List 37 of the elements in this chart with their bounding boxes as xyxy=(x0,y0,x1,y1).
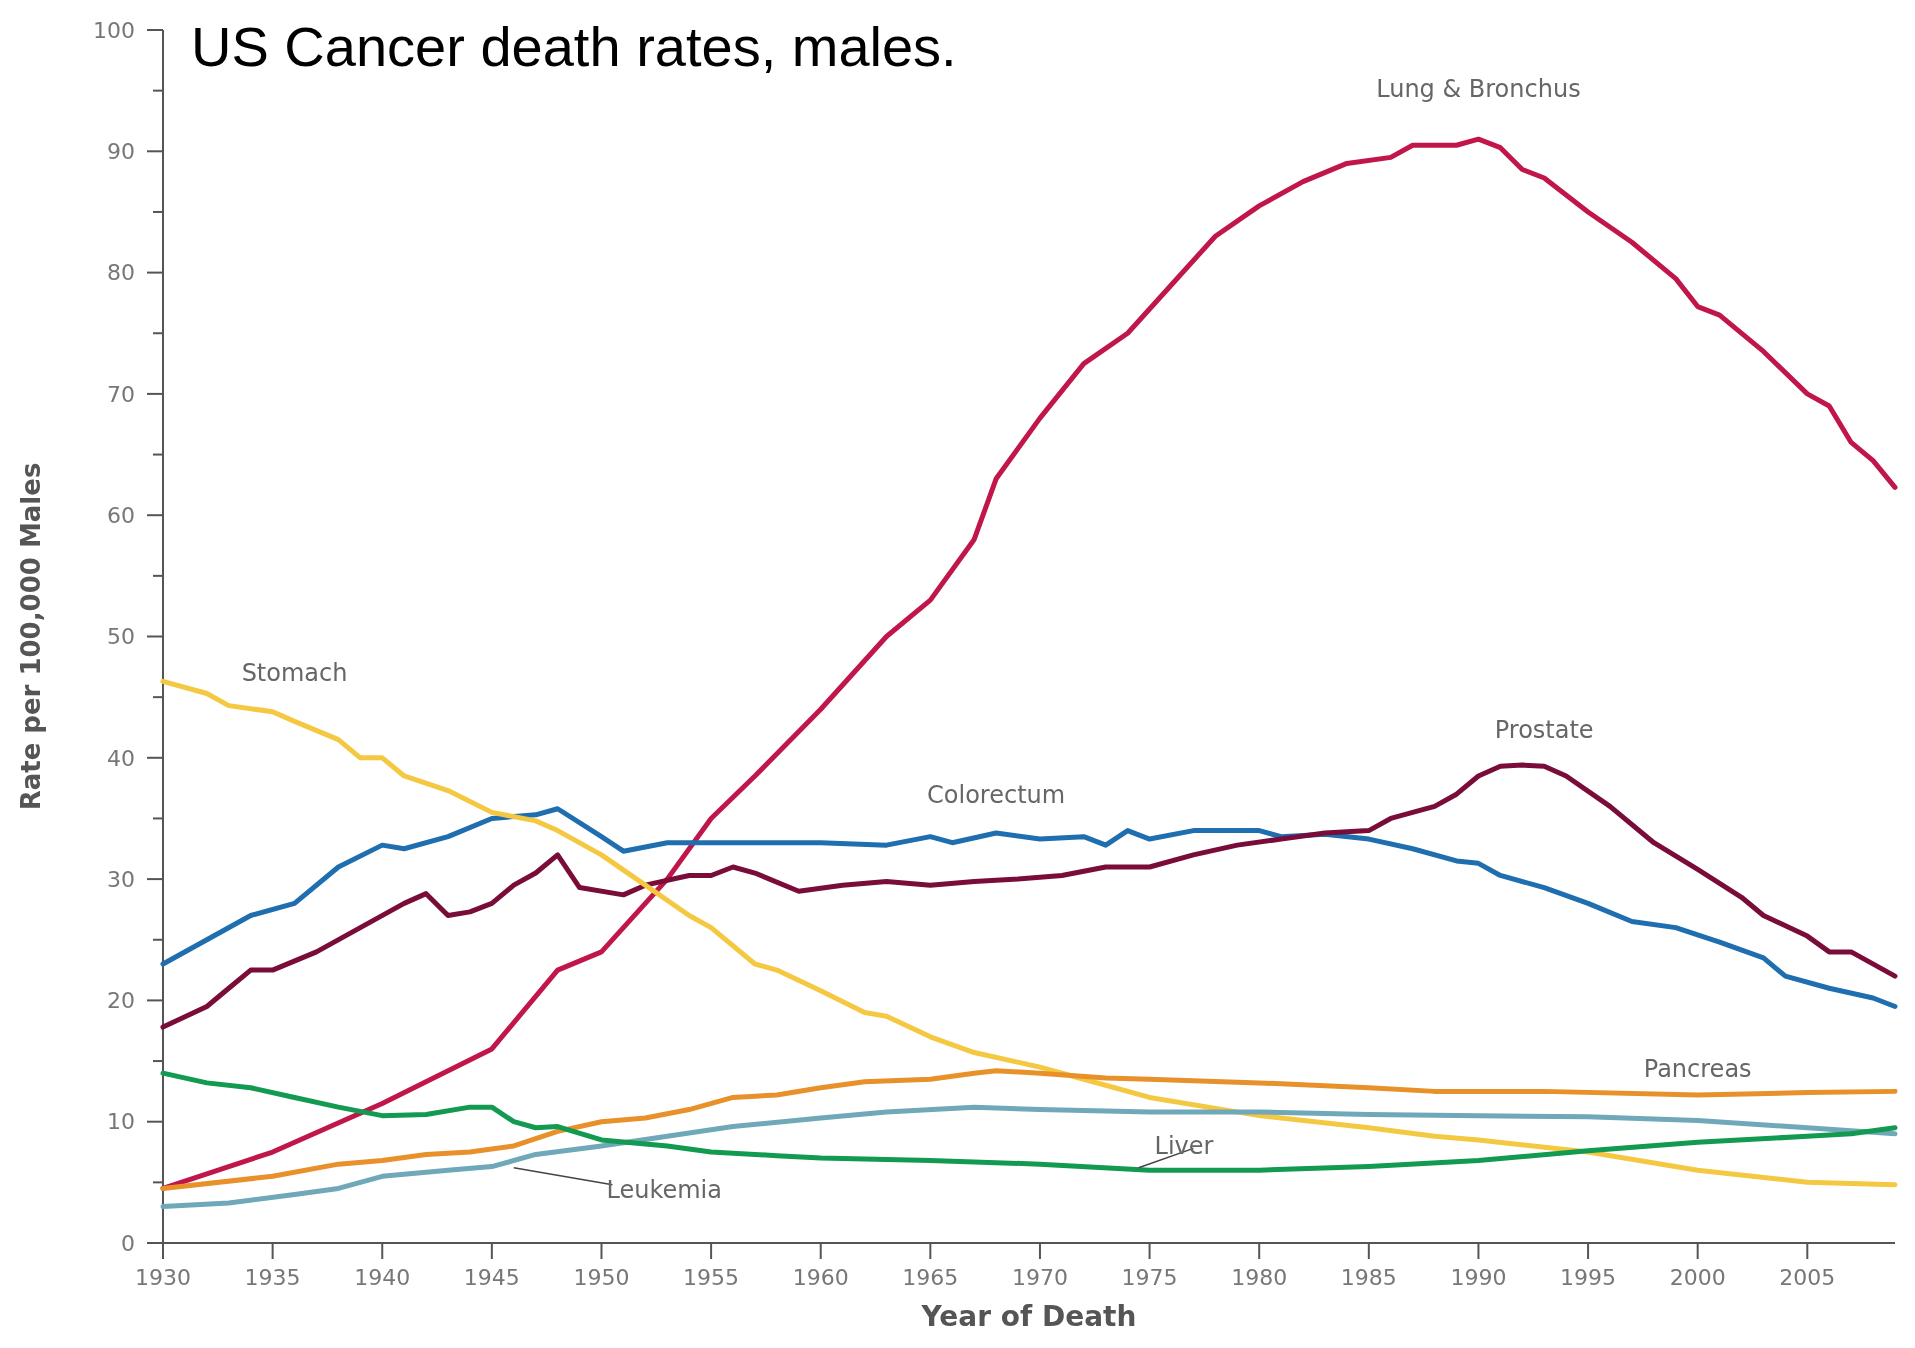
y-tick-label: 60 xyxy=(107,502,135,528)
series-label: Leukemia xyxy=(606,1176,722,1205)
y-tick-label: 30 xyxy=(107,866,135,892)
x-axis-title: Year of Death xyxy=(920,1300,1137,1333)
series-label: Colorectum xyxy=(927,780,1066,809)
series-label: Stomach xyxy=(241,659,348,688)
x-tick-label: 1970 xyxy=(1011,1265,1068,1290)
y-tick-label: 40 xyxy=(107,745,135,771)
x-tick-label: 1980 xyxy=(1231,1265,1288,1290)
x-tick-label: 1945 xyxy=(463,1265,520,1290)
x-tick-label: 1985 xyxy=(1340,1265,1397,1290)
x-tick-label: 1940 xyxy=(354,1265,411,1290)
x-tick-label: 1990 xyxy=(1450,1265,1507,1290)
x-tick-label: 1965 xyxy=(902,1265,959,1290)
x-tick-label: 1975 xyxy=(1121,1265,1178,1290)
x-tick-label: 1955 xyxy=(683,1265,740,1290)
x-tick-label: 1930 xyxy=(135,1265,191,1290)
x-tick-label: 2005 xyxy=(1779,1265,1836,1290)
x-tick-label: 1950 xyxy=(573,1265,630,1290)
y-tick-label: 20 xyxy=(107,988,135,1014)
y-tick-label: 100 xyxy=(93,17,135,43)
series-label: Pancreas xyxy=(1643,1054,1752,1083)
y-tick-label: 80 xyxy=(107,260,135,286)
series-label: Prostate xyxy=(1494,716,1594,745)
x-tick-label: 1995 xyxy=(1560,1265,1617,1290)
y-tick-label: 10 xyxy=(107,1109,135,1135)
y-axis-title: Rate per 100,000 Males xyxy=(16,462,46,811)
x-tick-label: 1935 xyxy=(244,1265,301,1290)
text: Lung & Bronchus xyxy=(1376,74,1581,103)
chart-title: US Cancer death rates, males. xyxy=(191,15,957,78)
x-tick-label: 1960 xyxy=(792,1265,849,1290)
series-label: Liver xyxy=(1154,1132,1214,1161)
y-tick-label: 70 xyxy=(107,381,135,407)
x-tick-label: 2000 xyxy=(1669,1265,1726,1290)
y-tick-label: 90 xyxy=(107,139,135,164)
y-tick-label: 0 xyxy=(121,1230,135,1256)
y-tick-label: 50 xyxy=(107,624,135,650)
